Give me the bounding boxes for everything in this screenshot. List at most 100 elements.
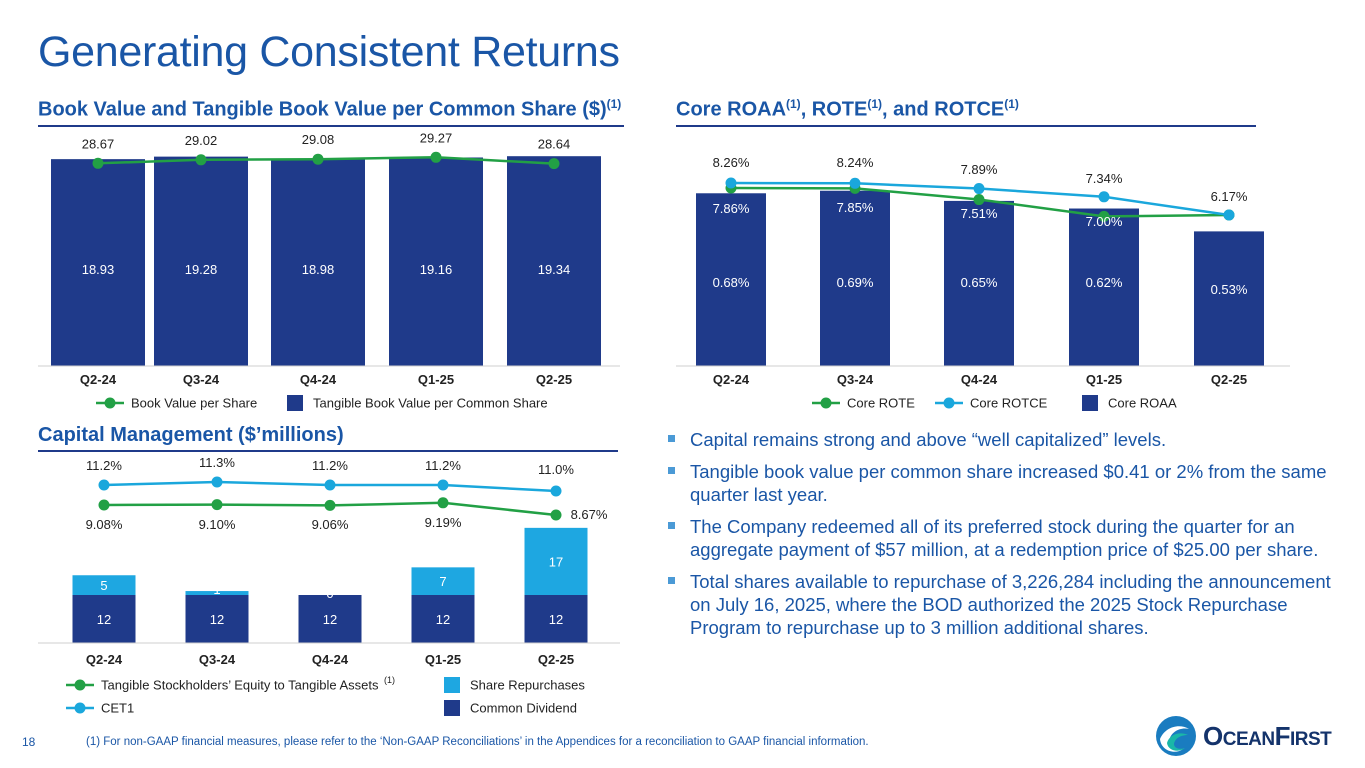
roaa-footnote-mark-3: (1) [1004,97,1019,111]
key-points-list: Capital remains strong and above “well c… [664,428,1350,648]
book-value-x-tick: Q3-24 [183,372,220,387]
common-dividend-data-label: 12 [97,612,111,627]
tangible-equity-footnote-mark: (1) [384,675,395,685]
core-rote-data-label: 7.51% [961,206,998,221]
core-roaa-data-label: 0.53% [1211,282,1248,297]
core-rotce-data-label: 6.17% [1211,189,1248,204]
key-point-item: Tangible book value per common share inc… [664,460,1350,506]
key-point-text: The Company redeemed all of its preferre… [690,516,1319,560]
common-dividend-bar [72,595,136,643]
key-point-text: Tangible book value per common share inc… [690,461,1327,505]
page-title: Generating Consistent Returns [38,28,620,76]
book-value-point [548,158,560,170]
core-roaa-data-label: 0.68% [713,275,750,290]
share-repurchases-data-label: 1 [213,582,220,597]
core-roaa-legend-swatch [1082,395,1098,411]
core-rotce-point [849,177,861,189]
share-repurchases-bar [185,591,249,595]
common-dividend-data-label: 12 [436,612,450,627]
share-repurchases-data-label: 0 [326,586,333,601]
core-rotce-point [1223,209,1235,221]
tbv-data-label: 18.93 [82,262,115,277]
core-rote-legend-marker [820,397,832,409]
logo-letter-o: O [1203,721,1223,751]
share-repurchases-bar [72,575,136,595]
common-dividend-bar [185,595,249,643]
bullet-square-icon [668,467,675,474]
logo-letters-cean: CEAN [1222,729,1275,750]
core-rotce-point [725,177,737,189]
share-repurchases-bar [524,527,588,595]
roaa-footnote-mark-1: (1) [786,97,801,111]
cet1-point [550,485,562,497]
cet1-point [98,479,110,491]
roaa-title-c: , and ROTCE [882,98,1005,121]
tbv-bar [154,156,248,366]
share-repurchases-data-label: 5 [100,578,107,593]
tangible-equity-ratio-point [98,499,110,511]
tangible-equity-ratio-data-label: 9.08% [86,517,123,532]
bullet-square-icon [668,435,675,442]
logo-wordmark: OCEANFIRST [1203,721,1332,752]
logo-letter-f: F [1274,721,1291,751]
tangible-equity-ratio-data-label: 8.67% [571,507,608,522]
book-value-x-tick: Q2-24 [80,372,117,387]
tbv-bar [507,156,601,366]
core-rote-point [1098,210,1110,222]
tangible-equity-ratio-point [550,509,562,521]
capital-rule [38,450,618,452]
cet1-point [211,476,223,488]
book-value-legend-marker [104,397,116,409]
core-rote-data-label: 7.00% [1086,214,1123,229]
tangible-equity-ratio-point [211,499,223,511]
core-rotce-data-label: 8.24% [837,155,874,170]
roaa-title-b: , ROTE [800,98,868,121]
tbv-data-label: 19.16 [420,262,453,277]
common-dividend-legend-label: Common Dividend [470,701,577,716]
book-value-point [92,157,104,169]
core-returns-x-tick: Q3-24 [837,372,874,387]
cet1-data-label: 11.2% [425,458,461,473]
roaa-title-a: Core ROAA [676,98,787,121]
capital-x-tick: Q2-25 [538,652,574,667]
tbv-data-label: 19.34 [538,262,571,277]
cet1-point [437,479,449,491]
key-point-text: Total shares available to repurchase of … [690,571,1331,638]
cet1-legend-marker [74,702,86,714]
core-roaa-bar [944,200,1014,366]
core-roaa-data-label: 0.65% [961,275,998,290]
capital-x-tick: Q3-24 [199,652,236,667]
core-roaa-bar [1069,208,1139,366]
tangible-equity-ratio-legend-label: Tangible Stockholders’ Equity to Tangibl… [101,678,379,693]
core-roaa-data-label: 0.69% [837,275,874,290]
cet1-data-label: 11.2% [312,458,348,473]
tangible-equity-ratio-data-label: 9.10% [199,517,236,532]
tbv-bar [389,157,483,366]
core-rote-point [973,194,985,206]
book-value-data-label: 29.02 [185,133,218,148]
book-value-x-tick: Q2-25 [536,372,572,387]
book-value-point [430,151,442,163]
core-roaa-data-label: 0.62% [1086,275,1123,290]
share-repurchases-legend-label: Share Repurchases [470,678,585,693]
oceanfirst-logo: OCEANFIRST [1155,713,1341,759]
cet1-data-label: 11.3% [199,455,235,470]
capital-x-tick: Q4-24 [312,652,349,667]
core-rotce-point [1098,191,1110,203]
tbv-data-label: 18.98 [302,262,335,277]
core-returns-x-tick: Q2-25 [1211,372,1247,387]
book-value-point [195,154,207,166]
footnote: (1) For non-GAAP financial measures, ple… [86,736,869,748]
bullet-square-icon [668,522,675,529]
key-point-item: Total shares available to repurchase of … [664,570,1350,639]
cet1-legend-label: CET1 [101,701,134,716]
common-dividend-data-label: 12 [210,612,224,627]
roaa-footnote-mark-2: (1) [867,97,883,111]
tangible-equity-ratio-point [437,497,449,509]
core-rotce-legend-marker [943,397,955,409]
tangible-equity-ratio-data-label: 9.19% [425,515,462,530]
tbv-legend-swatch [287,395,303,411]
common-dividend-bar [298,595,362,643]
tangible-equity-ratio-point [324,499,336,511]
